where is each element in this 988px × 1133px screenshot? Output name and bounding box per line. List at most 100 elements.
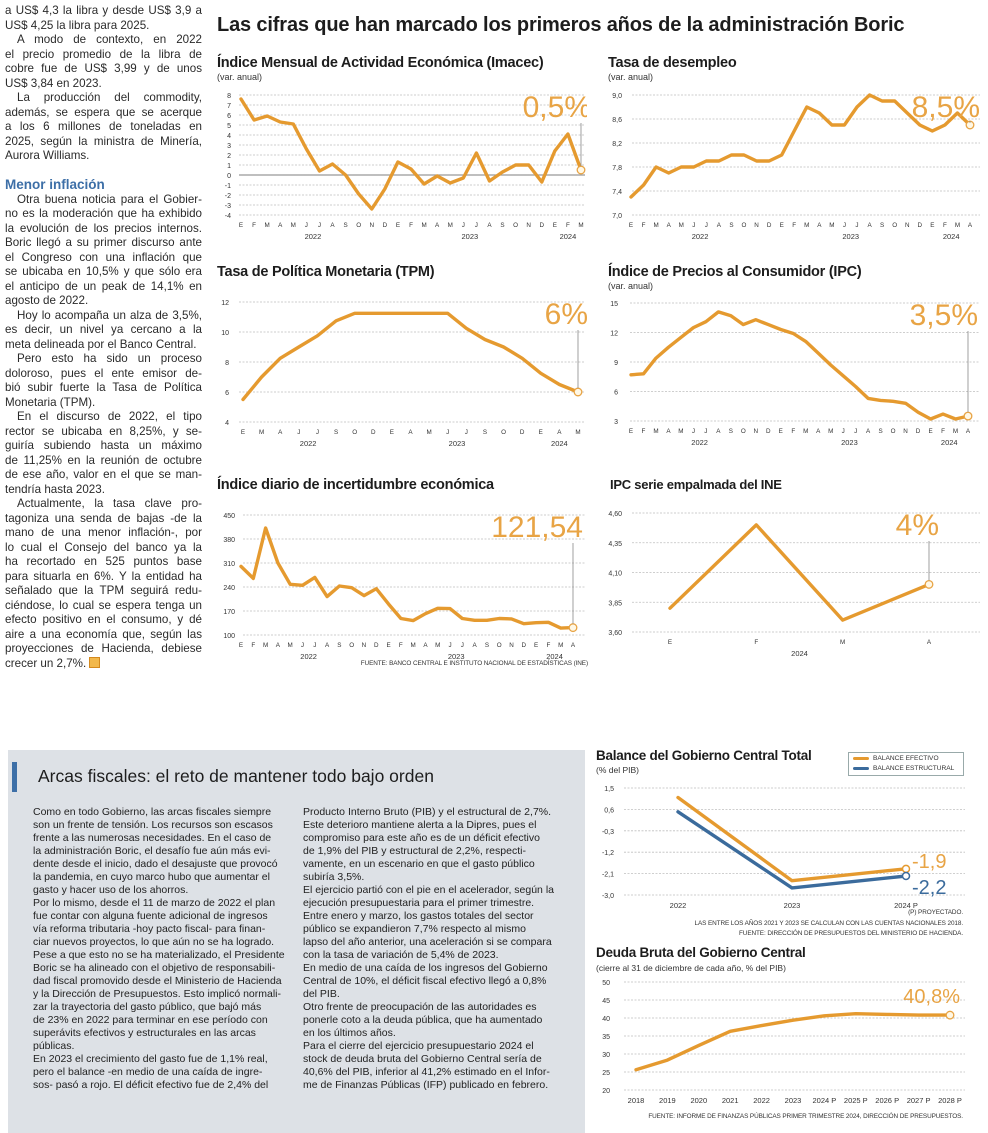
note-line: LAS ENTRE LOS AÑOS 2021 Y 2023 SE CALCUL… xyxy=(694,919,964,927)
y-tick-label: 8,6 xyxy=(612,117,622,124)
x-tick-label: E xyxy=(396,222,400,229)
text-line: y la Dirección de Presupuestos. Esto imp… xyxy=(33,988,282,1000)
text-line: ejecución presupuestaria para el primer … xyxy=(303,897,535,909)
series-line-0 xyxy=(668,523,931,622)
series-line-0 xyxy=(676,795,908,883)
legend-item-efectivo: BALANCE EFECTIVO xyxy=(849,753,963,763)
chart-title-deuda: Deuda Bruta del Gobierno Central xyxy=(596,945,806,960)
text-line: señalado que la TPM seguirá redu- xyxy=(5,584,202,597)
fiscal-box xyxy=(8,750,585,1133)
x-tick-label: F xyxy=(754,639,758,646)
x-year-label: 2022 xyxy=(300,652,317,661)
callout-value: 0,5% xyxy=(523,91,587,124)
x-tick-label: F xyxy=(566,222,570,229)
x-tick-label: M xyxy=(426,429,431,436)
source-note-top: FUENTE: BANCO CENTRAL E INSTITUTO NACION… xyxy=(360,660,588,667)
x-tick-label: F xyxy=(251,642,255,649)
text-line: doloroso, pues el ente emisor de- xyxy=(5,366,202,380)
x-year-label: 2024 xyxy=(560,232,577,241)
text-line: efecto positivo en el consumo, y dé xyxy=(5,613,202,626)
y-tick-label: 0 xyxy=(227,173,231,180)
x-tick-label: O xyxy=(513,222,518,229)
y-tick-label: -2,1 xyxy=(602,872,614,879)
y-tick-label: 45 xyxy=(602,998,610,1005)
note-line: FUENTE: DIRECCIÓN DE PRESUPUESTOS DEL MI… xyxy=(739,930,963,937)
text-line: se ubicaba en 10,5% y que sólo era xyxy=(5,265,202,278)
legend-swatch-orange xyxy=(853,756,869,760)
text-line: superávits efectivos y estructurales en … xyxy=(33,1027,256,1039)
x-tick-label: M xyxy=(653,222,658,229)
text-line: guiría subiendo hasta un máximo xyxy=(5,439,202,452)
x-tick-label: D xyxy=(767,222,772,229)
text-line: En 2023 el crecimiento del gasto fue de … xyxy=(33,1053,268,1065)
x-tick-label: O xyxy=(741,428,746,435)
x-tick-label: A xyxy=(966,428,971,435)
text-line: son un frente de tensión. Los recursos s… xyxy=(33,819,273,831)
callout-value: -2,2 xyxy=(912,877,946,899)
x-tick-label: J xyxy=(475,222,478,229)
y-tick-label: 9 xyxy=(614,360,618,367)
text-line: la administración Boric, el desafío fue … xyxy=(33,845,271,857)
text-line: mano de una menor inflación-, por xyxy=(5,526,202,539)
fiscal-box-column-2: Producto Interno Bruto (PIB) y el estruc… xyxy=(303,806,554,1092)
end-point-marker xyxy=(963,411,973,421)
text-line: US$ 3,84 en 2023. xyxy=(5,76,102,90)
text-line: Aurora Williams. xyxy=(5,149,90,162)
x-tick-label: J xyxy=(462,222,465,229)
x-tick-label: S xyxy=(483,429,487,436)
y-tick-label: 7,0 xyxy=(612,213,622,220)
x-tick-label: D xyxy=(917,222,922,229)
x-tick-label: J xyxy=(448,642,451,649)
text-line: en los últimos años. xyxy=(303,1027,396,1039)
x-tick-label: A xyxy=(716,428,721,435)
chart-title-balance: Balance del Gobierno Central Total xyxy=(596,748,812,763)
x-tick-label: D xyxy=(916,428,921,435)
x-tick-label: A xyxy=(278,222,283,229)
x-tick-label: J xyxy=(704,428,707,435)
legend-swatch-blue xyxy=(853,766,869,770)
text-line: subiría 3,5%. xyxy=(303,871,365,883)
x-tick-label: F xyxy=(546,642,550,649)
y-tick-label: 310 xyxy=(223,561,235,568)
y-tick-label: 12 xyxy=(221,300,229,307)
y-tick-label: 0,6 xyxy=(604,807,614,814)
y-tick-label: 40 xyxy=(602,1016,610,1023)
text-line: ponerle coto a la deuda pública, que ha … xyxy=(303,1014,543,1026)
page-title: Las cifras que han marcado los primeros … xyxy=(217,14,905,36)
chart-legend-balance: BALANCE EFECTIVO BALANCE ESTRUCTURAL xyxy=(848,752,964,776)
x-tick-label: F xyxy=(791,428,795,435)
y-tick-label: 4,35 xyxy=(608,541,622,548)
end-point-marker xyxy=(573,387,583,397)
callout-value: 4% xyxy=(896,510,939,542)
text-line: gasto y hacer uso de los ahorros. xyxy=(33,884,189,896)
text-line: el precio promedio de la libra de xyxy=(5,47,202,61)
end-point-marker xyxy=(924,579,934,589)
y-tick-label: 170 xyxy=(223,609,235,616)
text-line: Central de 10%, el déficit fiscal efecti… xyxy=(303,975,547,987)
y-tick-label: 6 xyxy=(225,390,229,397)
x-tick-label: A xyxy=(435,222,440,229)
x-tick-label: A xyxy=(276,642,281,649)
text-line: stock de deuda bruta del Gobierno Centra… xyxy=(303,1053,542,1065)
series-line-0 xyxy=(629,93,972,199)
chart-title-tpm: Tasa de Política Monetaria (TPM) xyxy=(217,264,435,280)
x-tick-label: J xyxy=(854,428,857,435)
legend-item-estructural: BALANCE ESTRUCTURAL xyxy=(849,763,963,773)
text-line: Otra buena noticia para el Gobier- xyxy=(17,192,202,206)
x-year-label: 2022 xyxy=(305,232,322,241)
y-tick-label: 7,4 xyxy=(612,189,622,196)
x-tick-label: N xyxy=(905,222,910,229)
x-tick-label: 2025 P xyxy=(844,1096,868,1105)
series-line-0 xyxy=(629,310,970,421)
y-tick-label: -4 xyxy=(225,213,231,220)
x-tick-label: M xyxy=(828,428,833,435)
text-line: lo cual el Consejo del banco ya la xyxy=(5,540,202,554)
x-tick-label: D xyxy=(520,429,525,436)
y-tick-label: 2 xyxy=(227,153,231,160)
fiscal-box-title: Arcas fiscales: el reto de mantener todo… xyxy=(38,766,434,786)
x-tick-label: D xyxy=(539,222,544,229)
y-tick-label: 3,85 xyxy=(608,600,622,607)
text-line: ciar nuevos proyectos, lo que aún no se … xyxy=(33,936,275,948)
x-tick-label: E xyxy=(239,642,243,649)
